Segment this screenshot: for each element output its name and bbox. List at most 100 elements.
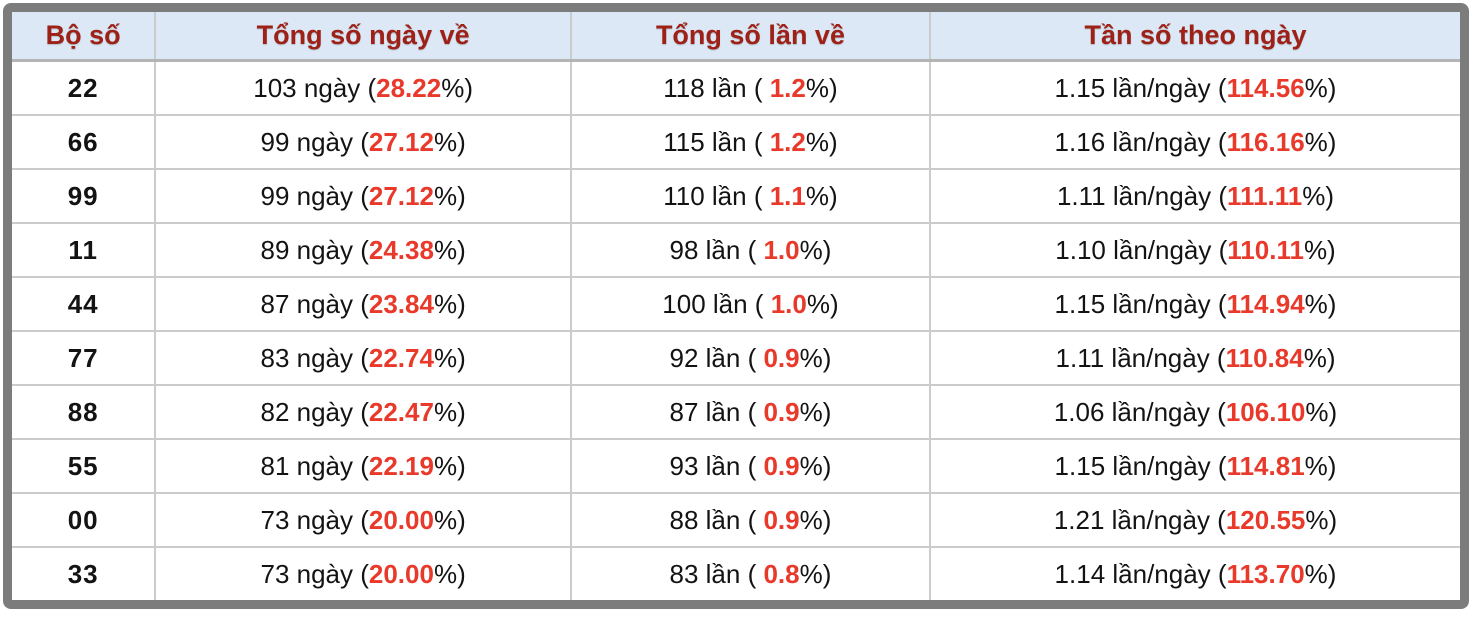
cell-total-days: 83 ngày (22.74%)	[154, 330, 571, 385]
pair-value: 22	[67, 72, 99, 103]
days-text: 87 ngày (	[260, 288, 369, 319]
cell-pair: 99	[12, 168, 156, 223]
cell-frequency: 1.11 lần/ngày (111.11%)	[929, 168, 1460, 223]
times-text: 118 lần (	[663, 72, 763, 103]
cell-total-times: 115 lần ( 1.2%)	[569, 114, 930, 169]
pair-value: 88	[67, 396, 99, 427]
freq-percent: 114.81	[1226, 450, 1305, 481]
cell-total-times: 100 lần ( 1.0%)	[569, 276, 930, 331]
days-text: 73 ngày (	[260, 504, 369, 535]
percent-close: %)	[433, 126, 466, 157]
times-percent: 1.1	[762, 180, 806, 211]
times-text: 88 lần (	[669, 504, 757, 535]
cell-total-times: 98 lần ( 1.0%)	[569, 222, 930, 277]
table-row: 88 82 ngày (22.47%) 87 lần ( 0.9%) 1.06 …	[12, 384, 1460, 439]
percent-close: %)	[433, 558, 466, 589]
cell-total-days: 81 ngày (22.19%)	[154, 438, 571, 493]
freq-text: 1.21 lần/ngày (	[1053, 504, 1226, 535]
times-percent: 0.8	[756, 558, 800, 589]
percent-close: %)	[799, 450, 832, 481]
cell-total-times: 110 lần ( 1.1%)	[569, 168, 930, 223]
times-percent: 0.9	[756, 450, 800, 481]
percent-close: %)	[1303, 342, 1336, 373]
freq-text: 1.15 lần/ngày (	[1054, 288, 1227, 319]
percent-close: %)	[433, 396, 466, 427]
times-text: 87 lần (	[669, 396, 757, 427]
pair-value: 77	[67, 342, 99, 373]
freq-percent: 106.10	[1225, 396, 1306, 427]
column-header-total-times: Tổng số lần về	[569, 12, 930, 62]
cell-frequency: 1.15 lần/ngày (114.81%)	[929, 438, 1460, 493]
freq-percent: 120.55	[1225, 504, 1306, 535]
cell-total-days: 99 ngày (27.12%)	[154, 168, 571, 223]
percent-close: %)	[433, 288, 466, 319]
cell-total-days: 103 ngày (28.22%)	[154, 60, 571, 115]
pair-value: 44	[67, 288, 99, 319]
stats-table-frame: Bộ số Tổng số ngày về Tổng số lần về Tần…	[3, 3, 1469, 609]
percent-close: %)	[433, 504, 466, 535]
percent-close: %)	[805, 126, 838, 157]
days-percent: 23.84	[368, 288, 434, 319]
days-percent: 20.00	[368, 558, 434, 589]
percent-close: %)	[433, 342, 466, 373]
cell-pair: 11	[12, 222, 156, 277]
cell-total-times: 83 lần ( 0.8%)	[569, 546, 930, 600]
percent-close: %)	[1304, 558, 1337, 589]
cell-total-times: 92 lần ( 0.9%)	[569, 330, 930, 385]
cell-total-times: 118 lần ( 1.2%)	[569, 60, 930, 115]
table-body: 22 103 ngày (28.22%) 118 lần ( 1.2%) 1.1…	[12, 60, 1460, 600]
table-row: 00 73 ngày (20.00%) 88 lần ( 0.9%) 1.21 …	[12, 492, 1460, 547]
cell-frequency: 1.10 lần/ngày (110.11%)	[929, 222, 1460, 277]
days-percent: 20.00	[368, 504, 434, 535]
cell-frequency: 1.21 lần/ngày (120.55%)	[929, 492, 1460, 547]
freq-text: 1.14 lần/ngày (	[1054, 558, 1227, 589]
freq-text: 1.10 lần/ngày (	[1055, 234, 1228, 265]
days-percent: 28.22	[376, 72, 442, 103]
table-row: 44 87 ngày (23.84%) 100 lần ( 1.0%) 1.15…	[12, 276, 1460, 331]
days-text: 103 ngày (	[253, 72, 377, 103]
percent-close: %)	[433, 450, 466, 481]
days-percent: 27.12	[368, 126, 434, 157]
freq-percent: 114.94	[1226, 288, 1305, 319]
percent-close: %)	[805, 180, 838, 211]
days-percent: 22.19	[368, 450, 434, 481]
percent-close: %)	[806, 288, 839, 319]
pair-value: 33	[67, 558, 99, 589]
days-text: 83 ngày (	[260, 342, 369, 373]
cell-frequency: 1.14 lần/ngày (113.70%)	[929, 546, 1460, 600]
days-percent: 24.38	[368, 234, 434, 265]
freq-percent: 110.11	[1227, 234, 1304, 265]
freq-text: 1.11 lần/ngày (	[1055, 342, 1226, 373]
percent-close: %)	[799, 396, 832, 427]
table-row: 11 89 ngày (24.38%) 98 lần ( 1.0%) 1.10 …	[12, 222, 1460, 277]
table-row: 22 103 ngày (28.22%) 118 lần ( 1.2%) 1.1…	[12, 60, 1460, 115]
pair-value: 55	[67, 450, 99, 481]
cell-pair: 22	[12, 60, 156, 115]
days-percent: 22.47	[368, 396, 434, 427]
freq-percent: 110.84	[1225, 342, 1304, 373]
times-percent: 1.0	[763, 288, 807, 319]
cell-total-days: 99 ngày (27.12%)	[154, 114, 571, 169]
times-text: 92 lần (	[669, 342, 757, 373]
percent-close: %)	[1304, 126, 1337, 157]
times-text: 93 lần (	[669, 450, 757, 481]
times-percent: 1.0	[756, 234, 800, 265]
column-header-frequency: Tần số theo ngày	[929, 12, 1460, 62]
table-row: 99 99 ngày (27.12%) 110 lần ( 1.1%) 1.11…	[12, 168, 1460, 223]
cell-total-days: 82 ngày (22.47%)	[154, 384, 571, 439]
percent-close: %)	[1304, 72, 1337, 103]
pair-value: 99	[67, 180, 99, 211]
percent-close: %)	[1305, 504, 1338, 535]
table-row: 33 73 ngày (20.00%) 83 lần ( 0.8%) 1.14 …	[12, 546, 1460, 600]
cell-total-times: 88 lần ( 0.9%)	[569, 492, 930, 547]
cell-pair: 33	[12, 546, 156, 600]
days-percent: 27.12	[368, 180, 434, 211]
table-row: 55 81 ngày (22.19%) 93 lần ( 0.9%) 1.15 …	[12, 438, 1460, 493]
days-text: 89 ngày (	[260, 234, 369, 265]
cell-pair: 77	[12, 330, 156, 385]
percent-close: %)	[799, 504, 832, 535]
table-row: 77 83 ngày (22.74%) 92 lần ( 0.9%) 1.11 …	[12, 330, 1460, 385]
column-header-pair: Bộ số	[12, 12, 156, 62]
times-text: 100 lần (	[662, 288, 764, 319]
percent-close: %)	[1304, 288, 1337, 319]
